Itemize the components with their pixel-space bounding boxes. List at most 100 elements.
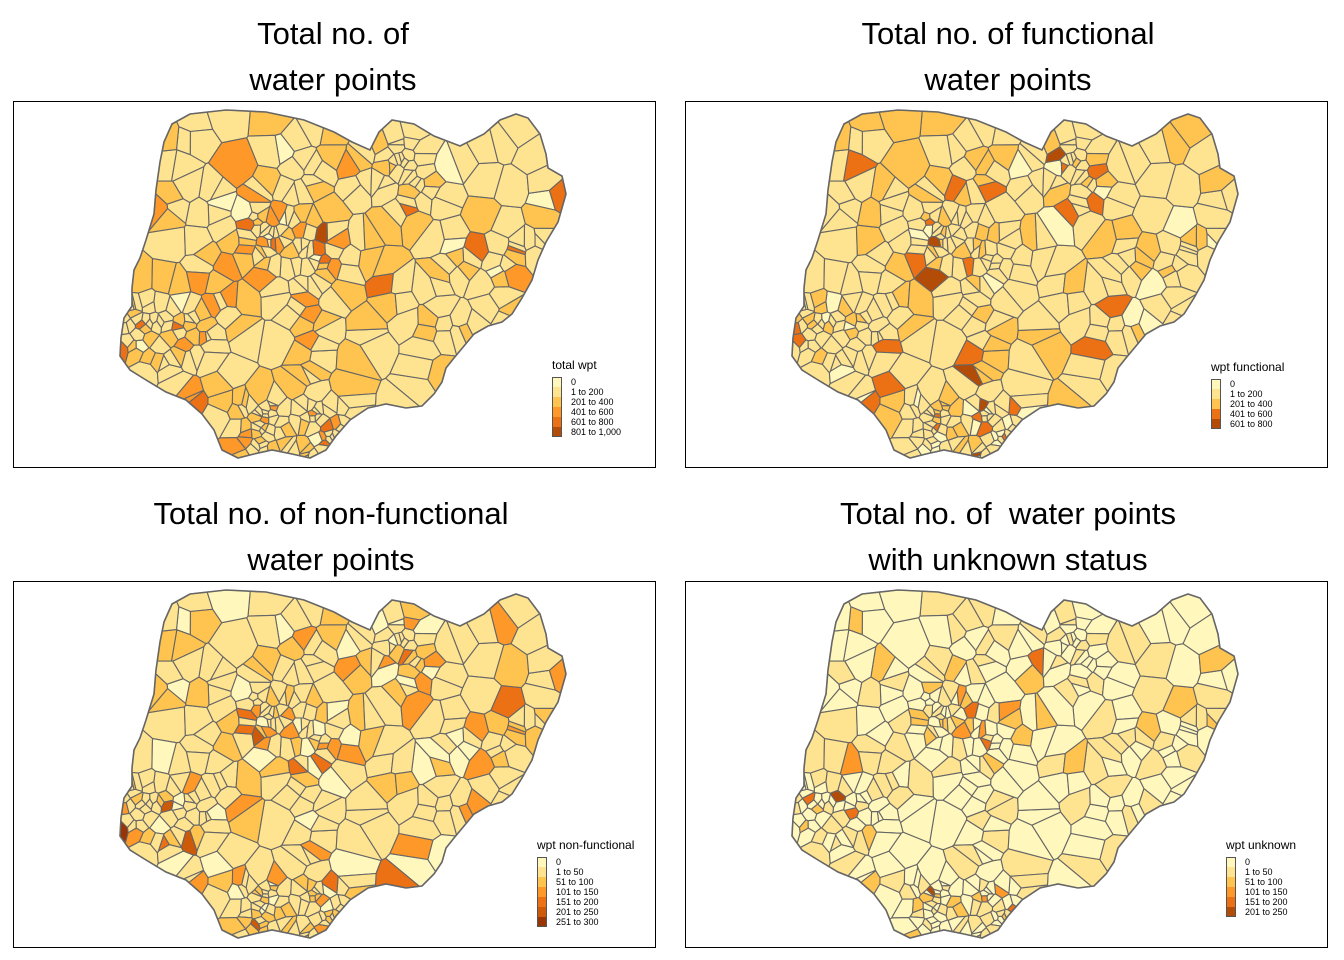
lga-region (254, 885, 264, 898)
lga-region (305, 180, 335, 204)
legend-label: 151 to 200 (556, 897, 599, 907)
lga-region (255, 716, 270, 728)
lga-region (321, 869, 339, 894)
lga-region (228, 317, 266, 364)
lga-region (129, 807, 146, 822)
country-outline (791, 589, 1239, 939)
lga-region (1065, 152, 1074, 166)
lga-region (400, 690, 434, 731)
legend-swatch (552, 407, 562, 417)
lga-region (1061, 832, 1106, 861)
lga-region (881, 176, 910, 201)
legend-label: 201 to 400 (571, 397, 614, 407)
lga-region (1045, 146, 1067, 164)
legend-row: 401 to 600 (552, 407, 621, 417)
lga-region (308, 415, 317, 423)
lga-region (841, 291, 863, 313)
lga-region (1045, 626, 1067, 644)
lga-region (319, 607, 350, 626)
lga-region (373, 146, 395, 164)
lga-region (1042, 662, 1072, 688)
lga-region (866, 297, 885, 322)
lga-region (852, 829, 870, 856)
lga-region (180, 829, 198, 856)
lga-region (135, 819, 150, 833)
legend-row: 0 (552, 377, 621, 387)
lga-region (400, 210, 434, 251)
panel-title-unknown: Total no. of water points with unknown s… (686, 491, 1330, 583)
lga-region (182, 800, 198, 813)
legend-swatch (552, 377, 562, 387)
lga-region (370, 662, 400, 688)
lga-region (255, 236, 270, 248)
lga-region (993, 389, 1011, 414)
lga-region (250, 918, 261, 932)
lga-region (817, 798, 826, 810)
lga-region (977, 660, 1007, 684)
lga-region (234, 697, 255, 712)
lga-region (439, 237, 468, 255)
lga-region (821, 832, 837, 854)
legend-swatch (1226, 857, 1236, 867)
lga-region (135, 339, 150, 353)
lga-region (1086, 737, 1123, 764)
lga-region (1065, 632, 1074, 646)
lga-region (966, 809, 992, 831)
legend-row: 0 (537, 857, 634, 867)
legend-swatch (537, 857, 547, 867)
lga-region (299, 257, 316, 278)
legend-swatch (552, 387, 562, 397)
lga-region (292, 237, 303, 255)
lga-region (1059, 618, 1077, 626)
lga-region (319, 127, 350, 146)
lga-region (956, 684, 967, 707)
lga-region (149, 352, 165, 374)
lga-region (194, 777, 213, 802)
lga-region (843, 320, 857, 331)
lga-region (260, 291, 292, 321)
lga-region (991, 127, 1022, 146)
lga-region (980, 895, 989, 903)
lga-region (308, 895, 317, 903)
legend-label: 51 to 100 (556, 877, 594, 887)
lga-region (267, 408, 279, 418)
lga-region (980, 415, 989, 423)
lga-region (314, 701, 328, 725)
panel-title-non-functional: Total no. of non-functional water points (9, 491, 653, 583)
lga-region (821, 352, 837, 374)
legend-label: 51 to 100 (1245, 877, 1283, 887)
legend-label: 151 to 200 (1245, 897, 1288, 907)
lga-region (267, 253, 282, 278)
lga-region (927, 236, 942, 248)
legend-row: 51 to 100 (537, 877, 634, 887)
legend-label: 201 to 250 (556, 907, 599, 917)
legend-label: 0 (571, 377, 577, 387)
legend-swatch (537, 877, 547, 887)
lga-region (952, 901, 970, 918)
lga-region (979, 409, 990, 417)
lga-region (881, 656, 910, 681)
lga-region (257, 206, 271, 223)
lga-region (131, 729, 154, 774)
lga-region (397, 648, 414, 666)
lga-region (1069, 648, 1086, 666)
lga-region (977, 180, 1007, 204)
legend-swatch (537, 887, 547, 897)
legend-title: wpt non-functional (537, 838, 635, 852)
lga-region (397, 168, 414, 186)
lga-region (414, 737, 451, 764)
lga-region (169, 771, 191, 793)
lga-region (1086, 257, 1123, 284)
legend-swatch (537, 867, 547, 877)
lga-region (906, 217, 927, 232)
lga-region (991, 607, 1022, 626)
lga-region (898, 402, 918, 420)
legend-row: 151 to 200 (1226, 897, 1296, 907)
